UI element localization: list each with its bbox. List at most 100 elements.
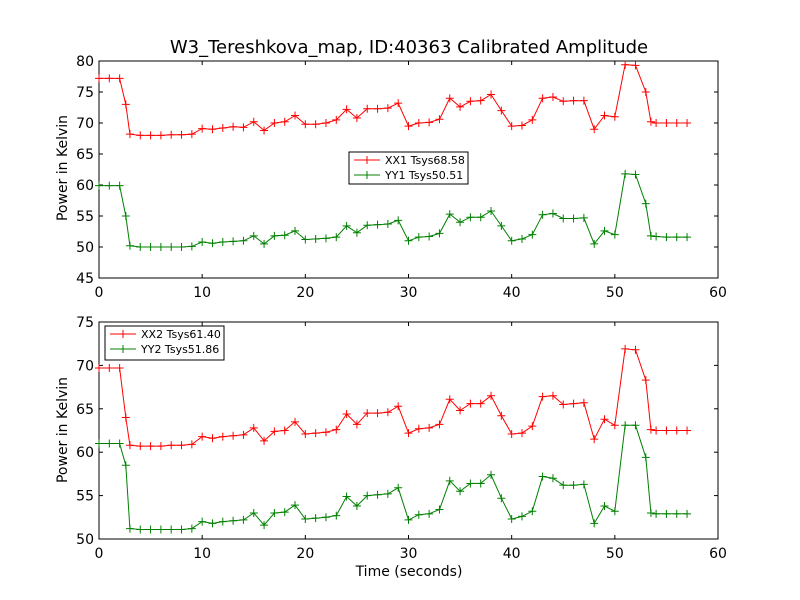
- y-tick-label: 60: [76, 445, 94, 461]
- data-point-marker: [311, 514, 320, 523]
- data-point-marker: [342, 221, 351, 230]
- legend-box: [348, 151, 469, 185]
- data-point-marker: [321, 119, 330, 127]
- data-point-marker: [641, 453, 650, 462]
- data-point-marker: [487, 90, 496, 99]
- x-tick-label: 60: [709, 546, 727, 562]
- data-point-marker: [404, 429, 413, 438]
- data-point-marker: [569, 96, 578, 105]
- x-axis-label: Time (seconds): [355, 564, 463, 580]
- data-point-marker: [239, 515, 248, 524]
- data-point-marker: [311, 429, 320, 438]
- data-point-marker: [600, 415, 609, 424]
- y-tick-label: 55: [76, 489, 94, 505]
- data-point-marker: [497, 494, 506, 503]
- data-point-marker: [559, 97, 568, 106]
- data-point-marker: [249, 231, 258, 240]
- data-point-marker: [621, 344, 630, 353]
- data-point-marker: [600, 226, 609, 235]
- data-point-marker: [177, 130, 186, 139]
- data-point-marker: [579, 398, 588, 407]
- data-point-marker: [125, 241, 134, 250]
- data-point-marker: [208, 239, 217, 248]
- data-point-marker: [239, 236, 248, 245]
- data-point-marker: [187, 242, 196, 251]
- data-point-marker: [321, 513, 330, 522]
- data-point-marker: [404, 236, 413, 245]
- data-point-marker: [383, 489, 392, 498]
- data-point-marker: [394, 483, 403, 492]
- data-point-marker: [646, 117, 655, 126]
- data-point-marker: [146, 131, 155, 140]
- data-point-marker: [229, 122, 238, 131]
- x-tick-label: 20: [296, 546, 314, 562]
- data-point-marker: [394, 402, 403, 411]
- data-point-marker: [260, 436, 269, 445]
- x-tick-label: 50: [606, 546, 624, 562]
- data-point-marker: [121, 413, 130, 422]
- data-point-marker: [621, 60, 630, 69]
- data-point-marker: [260, 126, 269, 135]
- data-point-marker: [538, 94, 547, 103]
- legend-label: XX2 Tsys61.40: [141, 328, 221, 341]
- x-tick-label: 40: [503, 546, 521, 562]
- y-tick-label: 75: [76, 315, 94, 331]
- data-point-marker: [683, 426, 692, 435]
- data-point-marker: [146, 442, 155, 451]
- data-point-marker: [270, 427, 279, 436]
- data-point-marker: [218, 432, 227, 441]
- data-point-marker: [156, 131, 165, 140]
- data-point-marker: [590, 125, 599, 134]
- data-point-marker: [559, 400, 568, 409]
- legend-label: YY2 Tsys51.86: [140, 343, 219, 356]
- data-point-marker: [646, 425, 655, 434]
- y-tick-label: 45: [76, 271, 94, 287]
- data-point-marker: [187, 524, 196, 533]
- data-point-marker: [229, 516, 238, 525]
- data-point-marker: [280, 426, 289, 435]
- data-point-marker: [156, 243, 165, 251]
- y-tick-label: 80: [76, 54, 94, 70]
- data-point-marker: [352, 228, 361, 237]
- data-point-marker: [600, 502, 609, 511]
- x-tick-label: 10: [193, 546, 211, 562]
- data-point-marker: [198, 124, 207, 133]
- data-point-marker: [167, 130, 176, 139]
- data-point-marker: [177, 525, 186, 534]
- y-tick-label: 55: [76, 209, 94, 225]
- data-point-marker: [466, 399, 475, 408]
- y-tick-label: 65: [76, 402, 94, 418]
- data-point-marker: [646, 231, 655, 240]
- data-point-marker: [662, 426, 671, 435]
- y-tick-label: 70: [76, 358, 94, 374]
- data-point-marker: [270, 508, 279, 517]
- data-point-marker: [321, 234, 330, 243]
- data-point-marker: [125, 130, 134, 139]
- data-point-marker: [631, 345, 640, 354]
- data-point-marker: [579, 480, 588, 489]
- data-point-marker: [208, 434, 217, 443]
- data-point-marker: [590, 239, 599, 248]
- data-point-marker: [301, 429, 310, 438]
- data-point-marker: [487, 391, 496, 400]
- legend-marker: [363, 156, 371, 164]
- data-point-marker: [167, 525, 176, 534]
- data-point-marker: [249, 423, 258, 432]
- data-point-marker: [218, 517, 227, 526]
- data-point-marker: [487, 470, 496, 479]
- legend-marker: [119, 330, 127, 338]
- data-point-marker: [291, 226, 300, 235]
- data-point-marker: [456, 218, 465, 227]
- data-point-marker: [641, 88, 650, 96]
- data-point-marker: [487, 207, 496, 216]
- data-point-marker: [342, 105, 351, 114]
- data-point-marker: [466, 213, 475, 222]
- data-point-marker: [301, 120, 310, 129]
- data-point-marker: [105, 439, 114, 448]
- data-point-marker: [476, 479, 485, 488]
- data-point-marker: [218, 123, 227, 132]
- data-point-marker: [167, 441, 176, 450]
- data-point-marker: [229, 237, 238, 246]
- data-point-marker: [136, 442, 145, 451]
- data-point-marker: [610, 421, 619, 430]
